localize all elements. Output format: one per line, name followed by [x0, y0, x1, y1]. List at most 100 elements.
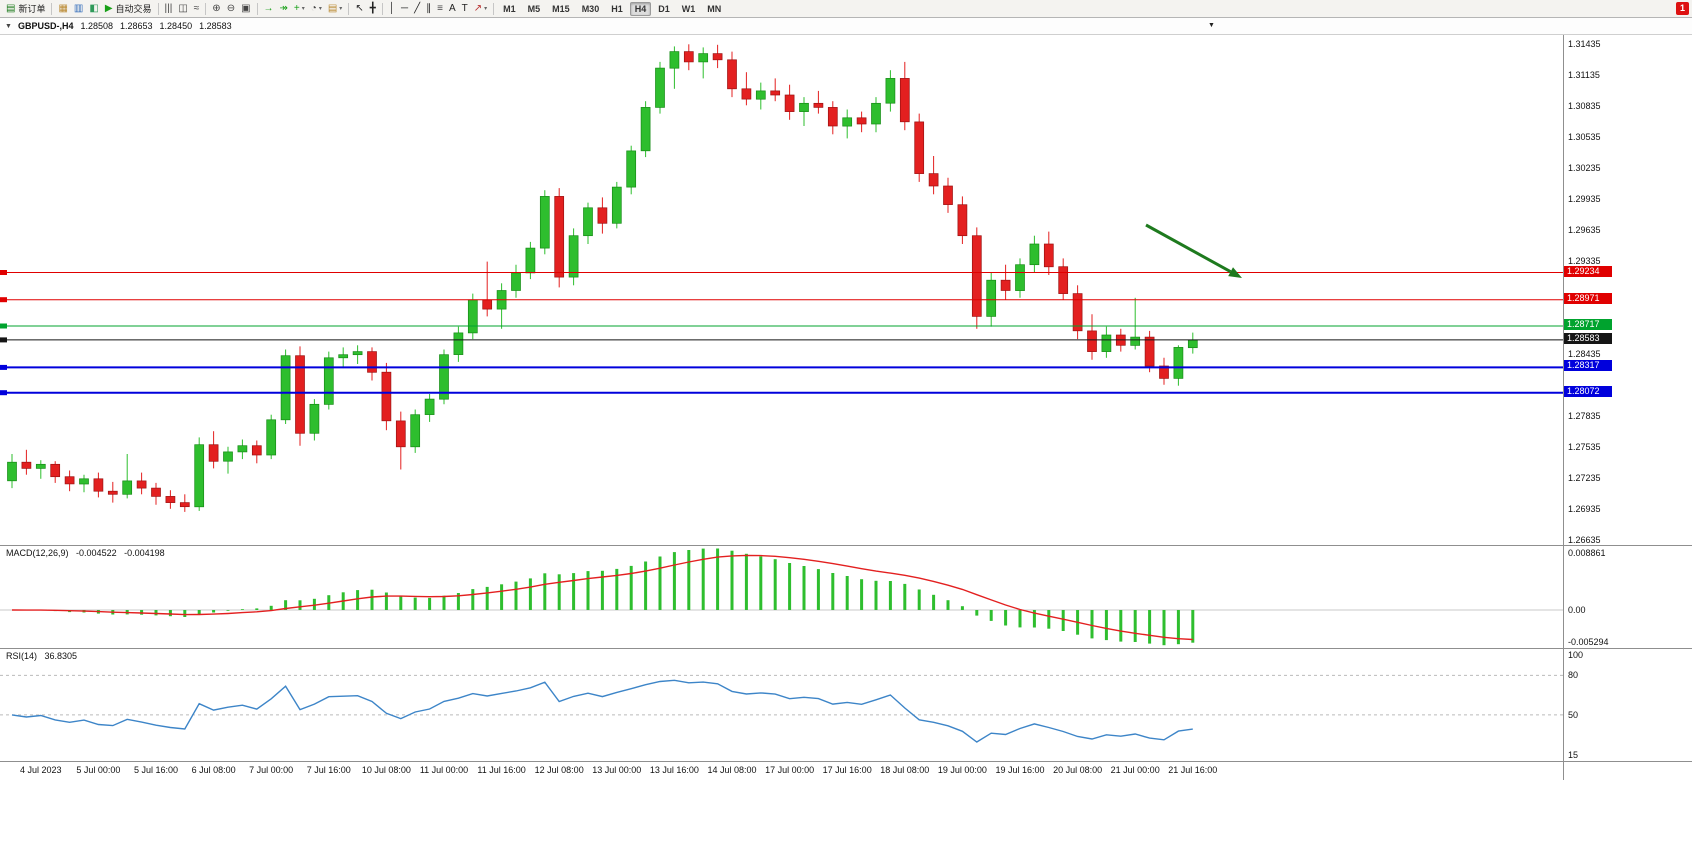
- text-button[interactable]: A: [446, 1, 459, 16]
- candle-body: [208, 444, 219, 462]
- toolbar-separator: [381, 2, 383, 15]
- notification-badge[interactable]: 1: [1676, 2, 1689, 15]
- dropdown-caret-icon: ▾: [318, 6, 322, 12]
- line-chart-button[interactable]: ≈: [191, 1, 203, 16]
- support-line-blue-lower-label: 1.28072: [1564, 385, 1612, 397]
- line-chart-icon: ≈: [193, 2, 200, 14]
- timeframe-m5-button[interactable]: M5: [527, 3, 541, 14]
- ohlc-low: 1.28450: [159, 21, 193, 31]
- timeframe-w1-button[interactable]: W1: [681, 3, 696, 14]
- rsi-axis-top: 100: [1568, 650, 1584, 660]
- toolbar-separator: [205, 2, 207, 15]
- timeframe-h1-button[interactable]: H1: [611, 3, 623, 14]
- resistance-line-upper-handle[interactable]: [0, 270, 7, 275]
- bar-chart-button[interactable]: |||: [162, 1, 176, 16]
- trend-arrow-annotation[interactable]: [1145, 223, 1242, 278]
- timeframe-mn-button[interactable]: MN: [707, 3, 722, 14]
- zoom-out-button[interactable]: ⊖: [224, 1, 238, 16]
- timeframe-m1-button[interactable]: M1: [503, 3, 516, 14]
- cursor-button[interactable]: ↖: [352, 1, 366, 16]
- timeframe-h4-button[interactable]: H4: [629, 1, 652, 16]
- chart-shift-marker-icon[interactable]: ▼: [1208, 22, 1215, 29]
- data-window-button[interactable]: ▥: [71, 1, 86, 16]
- arrows-button[interactable]: ↗ ▾: [471, 1, 490, 16]
- periods-button[interactable]: ◔ ▾: [308, 1, 325, 16]
- chart-plot-area[interactable]: [0, 35, 1563, 545]
- candle-body: [770, 90, 781, 96]
- tile-windows-button[interactable]: ▣: [238, 1, 253, 16]
- support-line-blue-lower-handle[interactable]: [0, 390, 7, 396]
- candlestick-chart-button[interactable]: ◫: [175, 1, 190, 16]
- price-tick-label: 1.26935: [1568, 504, 1601, 515]
- resistance-line-lower-handle[interactable]: [0, 297, 7, 303]
- candle-body: [223, 451, 233, 462]
- timeframe-d1-button[interactable]: D1: [658, 3, 670, 14]
- zoom-in-button[interactable]: ⊕: [209, 1, 223, 16]
- candle-body: [554, 196, 565, 278]
- crosshair-button[interactable]: ╋: [367, 1, 379, 16]
- navigator-button[interactable]: ◧: [86, 1, 101, 16]
- candle-body: [7, 461, 17, 482]
- candle-body: [784, 94, 795, 112]
- panel-separator[interactable]: [0, 648, 1692, 649]
- price-tick-label: 1.30235: [1568, 163, 1601, 173]
- timeframe-m15-button[interactable]: M15: [552, 3, 570, 14]
- rsi-line: [11, 679, 1193, 743]
- fibonacci-button[interactable]: ≡: [434, 1, 446, 16]
- candle-body: [338, 354, 349, 359]
- price-axis[interactable]: 1.31435 1.31135 1.30835 1.30535 1.30235 1.299…: [1564, 35, 1691, 845]
- candle-body: [957, 204, 968, 237]
- label-button[interactable]: T: [459, 1, 471, 16]
- vertical-line-button[interactable]: │: [386, 1, 398, 16]
- candle-body: [395, 420, 406, 448]
- new-order-button[interactable]: ▤ 新订单: [3, 1, 48, 16]
- panel-separator[interactable]: [0, 761, 1692, 762]
- timeframe-m30-button[interactable]: M30: [581, 3, 600, 14]
- price-tick-label: 1.27235: [1568, 473, 1601, 484]
- time-label: 18 Jul 08:00: [880, 765, 930, 775]
- price-axis-separator: [1563, 35, 1564, 780]
- support-line-blue-upper-label: 1.28317: [1564, 360, 1612, 372]
- support-line-blue-upper-handle[interactable]: [0, 364, 7, 370]
- auto-scroll-button[interactable]: →: [261, 1, 277, 16]
- candle-body: [971, 235, 982, 317]
- horizontal-line-button[interactable]: ─: [398, 1, 411, 16]
- current-price-line-handle[interactable]: [0, 337, 7, 343]
- new-order-label: 新订单: [18, 4, 46, 14]
- toolbar-separator: [348, 2, 350, 15]
- price-tick-label: 1.31135: [1568, 69, 1600, 80]
- indicators-button[interactable]: + ▾: [291, 1, 308, 16]
- time-label: 21 Jul 16:00: [1168, 765, 1218, 775]
- crosshair-icon: ╋: [369, 2, 376, 14]
- cursor-icon: ↖: [355, 2, 364, 14]
- candle-body: [539, 196, 550, 249]
- chart-shift-button[interactable]: ↠: [277, 1, 291, 16]
- candle-body: [467, 299, 478, 334]
- one-click-trading-toggle[interactable]: ▼: [5, 22, 12, 30]
- rsi-plot-area[interactable]: [0, 649, 1563, 761]
- candlestick-icon: ◫: [178, 2, 188, 14]
- fibonacci-icon: ≡: [437, 2, 443, 14]
- candle-body: [1029, 243, 1040, 266]
- autotrading-button[interactable]: ▶ 自动交易: [102, 1, 155, 16]
- tile-windows-icon: ▣: [241, 2, 251, 14]
- templates-button[interactable]: ▤ ▾: [325, 1, 345, 16]
- macd-plot-area[interactable]: [0, 546, 1563, 648]
- panel-separator[interactable]: [0, 545, 1692, 546]
- time-axis[interactable]: 4 Jul 2023 5 Jul 00:00 5 Jul 16:00 6 Jul 08…: [0, 762, 1563, 780]
- candle-body: [93, 478, 104, 492]
- candle-body: [352, 351, 363, 356]
- candle-body: [928, 173, 939, 187]
- market-watch-button[interactable]: ▦: [55, 1, 70, 16]
- toolbar-separator: [256, 2, 258, 15]
- resistance-line-lower-label: 1.28971: [1564, 292, 1612, 304]
- trendline-button[interactable]: ╱: [411, 1, 423, 16]
- support-line-green-handle[interactable]: [0, 323, 7, 329]
- macd-axis-zero: 0.00: [1568, 605, 1586, 615]
- candle-body: [813, 102, 824, 108]
- price-tick-label: 1.29935: [1568, 194, 1601, 204]
- time-label: 21 Jul 00:00: [1110, 765, 1160, 775]
- channel-button[interactable]: ∥: [423, 1, 434, 16]
- candle-body: [179, 502, 190, 508]
- dropdown-caret-icon: ▾: [484, 6, 488, 12]
